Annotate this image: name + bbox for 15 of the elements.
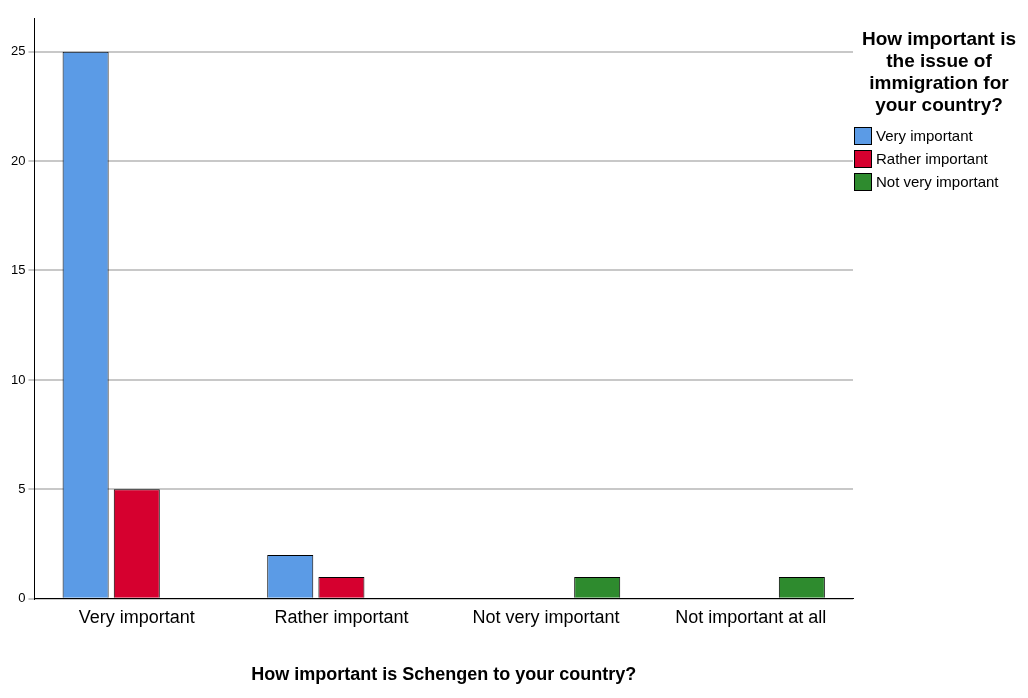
legend-title: How important is the issue of immigration for your country? [860, 28, 1018, 116]
x-tick-label: Not important at all [675, 606, 827, 627]
legend-label: Not very important [876, 173, 999, 190]
legend-label: Rather important [876, 150, 988, 167]
y-tick-label: 25 [10, 43, 26, 59]
y-tick-label: 0 [18, 590, 26, 606]
y-tick-label: 20 [10, 152, 26, 168]
x-axis-title: How important is Schengen to your country? [251, 664, 637, 685]
y-tick-label: 5 [18, 480, 26, 496]
x-tick-label: Not very important [472, 606, 620, 627]
y-tick-label: 10 [10, 371, 26, 387]
x-tick-label: Rather important [274, 606, 409, 627]
legend-label: Very important [876, 127, 973, 144]
y-tick-label: 15 [10, 262, 26, 278]
x-tick-label: Very important [78, 606, 195, 627]
